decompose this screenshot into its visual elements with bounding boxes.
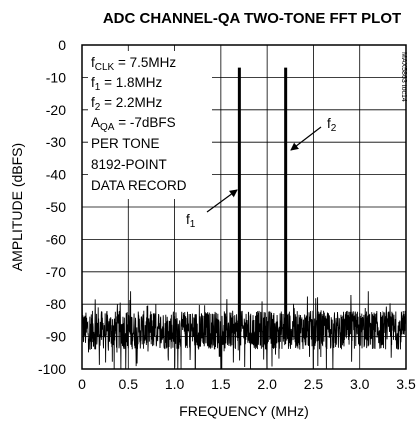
conditions-block: fCLK = 7.5MHz f1 = 1.8MHz f2 = 2.2MHz AQ… — [88, 51, 212, 199]
y-tick-label: 0 — [58, 37, 66, 53]
y-tick-label: -40 — [46, 167, 66, 183]
condition-f1: f1 = 1.8MHz — [91, 75, 162, 93]
condition-record: DATA RECORD — [91, 178, 187, 193]
y-tick-label: -50 — [46, 199, 66, 215]
condition-per-tone: PER TONE — [91, 136, 160, 151]
figure-code: MAX5863 toc14 — [400, 52, 407, 102]
f2-arrow — [290, 126, 322, 151]
x-tick-labels: 0 0.5 1.0 1.5 2.0 2.5 3.0 3.5 — [78, 376, 416, 392]
x-tick-label: 1.0 — [165, 376, 185, 392]
grid-lines — [82, 45, 406, 369]
y-tick-label: -70 — [46, 264, 66, 280]
condition-f2: f2 = 2.2MHz — [91, 95, 162, 113]
y-tick-label: -10 — [46, 69, 66, 85]
x-tick-label: 3.0 — [350, 376, 370, 392]
x-tick-label: 1.5 — [211, 376, 231, 392]
noise-trace-path — [81, 291, 407, 370]
x-axis-label: FREQUENCY (MHz) — [179, 403, 309, 419]
y-tick-label: -100 — [38, 361, 66, 377]
y-tick-label: -20 — [46, 102, 66, 118]
x-tick-label: 0.5 — [119, 376, 139, 392]
f1-label: f1 — [186, 212, 196, 230]
x-tick-label: 3.5 — [396, 376, 416, 392]
noise-floor-trace — [81, 291, 407, 370]
chart-title: ADC CHANNEL-QA TWO-TONE FFT PLOT — [103, 10, 401, 27]
condition-fclk: fCLK = 7.5MHz — [91, 55, 176, 73]
x-tick-label: 2.5 — [304, 376, 324, 392]
f1-arrow — [206, 189, 238, 213]
conditions-background — [88, 51, 212, 199]
f2-label: f2 — [327, 116, 337, 134]
tone-spikes — [237, 67, 288, 331]
condition-points: 8192-POINT — [91, 157, 167, 172]
x-tick-label: 0 — [78, 376, 86, 392]
y-tick-labels: 0 -10 -20 -30 -40 -50 -60 -70 -80 -90 -100 — [38, 37, 66, 377]
y-tick-label: -60 — [46, 231, 66, 247]
condition-aqa: AQA = -7dBFS — [91, 115, 176, 133]
y-tick-label: -30 — [46, 134, 66, 150]
y-tick-label: -90 — [46, 329, 66, 345]
x-tick-label: 2.0 — [257, 376, 277, 392]
plot-frame — [81, 44, 407, 370]
y-tick-label: -80 — [46, 296, 66, 312]
y-axis-label: AMPLITUDE (dBFS) — [9, 143, 25, 271]
